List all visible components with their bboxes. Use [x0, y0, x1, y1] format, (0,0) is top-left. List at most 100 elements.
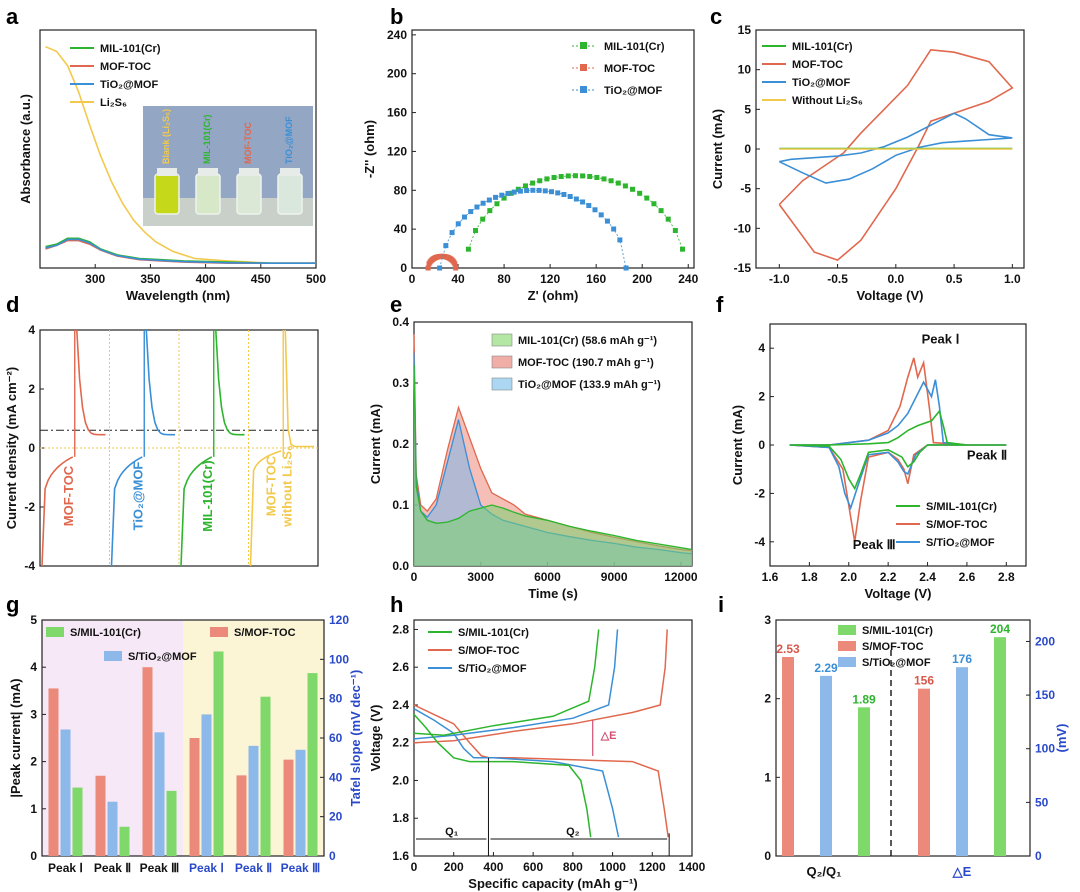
panel-b-point — [486, 197, 492, 203]
panel-h-ytick-label: 1.8 — [392, 811, 409, 825]
panel-b-point — [508, 190, 514, 196]
panel-b-legend-marker-2 — [580, 86, 587, 93]
panel-label-c: c — [710, 4, 722, 29]
panel-h-series-0 — [413, 704, 669, 838]
panel-a-ylabel: Absorbance (a.u.) — [18, 94, 33, 204]
panel-f-ytick-label: 2 — [758, 390, 765, 404]
panel-f-annotation-2: Peak Ⅲ — [853, 537, 896, 552]
panel-b-ytick-label: 0 — [400, 261, 407, 275]
panel-b-point — [487, 208, 493, 214]
panel-b-point — [623, 265, 629, 271]
panel-b-point — [580, 199, 586, 205]
panel-c-xtick-label: -0.5 — [827, 272, 848, 286]
panel-a-vial-cap-2 — [239, 168, 259, 176]
panel-h-xtick-label: 600 — [523, 860, 543, 874]
panel-h-xtick-label: 1400 — [679, 860, 706, 874]
panel-b-point — [644, 195, 650, 201]
panel-g-right-ytick-label: 20 — [329, 810, 343, 824]
panel-f-xtick-label: 2.4 — [919, 570, 936, 584]
panel-i-legend-2: S/TiO₂@MOF — [862, 657, 931, 669]
panel-b-point — [501, 195, 507, 201]
panel-b-point — [453, 265, 459, 271]
panel-d-ytick-label: -2 — [24, 500, 35, 514]
panel-d-pos-3 — [284, 329, 314, 448]
panel-i-bar-de — [994, 637, 1006, 856]
panel-c-ytick-label: 0 — [744, 142, 751, 156]
panel-b-legend-marker-1 — [580, 64, 587, 71]
panel-b-point — [493, 194, 499, 200]
panel-h-xtick-label: 1200 — [639, 860, 666, 874]
panel-b-point — [586, 203, 592, 209]
panel-g-right-ytick-label: 120 — [329, 613, 349, 627]
panel-label-g: g — [6, 592, 19, 617]
panel-h-ytick-label: 2.0 — [392, 773, 409, 787]
panel-b-point — [494, 201, 500, 207]
panel-c-xtick-label: 1.0 — [1004, 272, 1021, 286]
panel-g-ytick-label: 2 — [30, 755, 37, 769]
panel-g-legend-0: S/MIL-101(Cr) — [70, 627, 141, 639]
panel-h-ytick-label: 1.6 — [392, 849, 409, 863]
panel-b-xtick-label: 160 — [586, 272, 606, 286]
panel-a-xtick-label: 300 — [85, 272, 105, 286]
panel-c-ytick-label: -10 — [734, 221, 752, 235]
panel-i-frame — [775, 619, 1031, 857]
panel-g-legend-2: S/TiO₂@MOF — [128, 651, 197, 663]
panel-h-xlabel: Specific capacity (mAh g⁻¹) — [468, 876, 637, 891]
panel-h-xtick-label: 200 — [444, 860, 464, 874]
panel-b-point — [452, 261, 458, 267]
panel-d: -4 -2 0 2 4 MOF-TOC TiO₂@MOF MIL-101(Cr) MOF-TOC… — [4, 323, 319, 573]
panel-d-seg-label-3b: without Li₂S₆ — [279, 445, 294, 528]
panel-b-legend-2: TiO₂@MOF — [604, 85, 662, 97]
panel-e-xtick-label: 9000 — [601, 570, 628, 584]
panel-a-vial-2 — [236, 173, 262, 215]
panel-c-legend-2-label: TiO₂@MOF — [792, 77, 850, 89]
panel-b-point — [544, 176, 550, 182]
panel-g-bar — [154, 732, 165, 856]
panel-d-ytick-label: -4 — [24, 559, 35, 573]
panel-i-y2label: (mV) — [1054, 724, 1069, 753]
panel-e-legend-swatch-0 — [491, 333, 513, 347]
panel-b-xtick-label: 40 — [451, 272, 465, 286]
panel-g-bar — [213, 651, 224, 856]
panel-a-vial-cap-1 — [198, 168, 218, 176]
panel-b-fit-2 — [439, 189, 627, 269]
panel-e-xlabel: Time (s) — [528, 586, 578, 601]
panel-g-category-0: Peak Ⅰ — [48, 861, 83, 875]
panel-h-xtick-label: 0 — [411, 860, 418, 874]
panel-b-legend-marker-0 — [580, 42, 587, 49]
panel-g-bar — [142, 667, 153, 856]
panel-d-neg-2 — [180, 456, 213, 567]
panel-c-xtick-label: -1.0 — [769, 272, 790, 286]
panel-a-legend-0-label: MIL-101(Cr) — [100, 43, 161, 55]
panel-h-annotation-0: △E — [600, 730, 617, 742]
panel-b-xtick-label: 0 — [409, 272, 416, 286]
panel-h-ytick-label: 2.8 — [392, 622, 409, 636]
panel-d-seg-label-0: MOF-TOC — [61, 465, 76, 526]
panel-g-bar — [60, 729, 71, 856]
panel-g-legend-1: S/MOF-TOC — [234, 627, 296, 639]
panel-h: 0 200 400 600 800 1000 1200 1400 1.6 1.8 2.0 2.2 2.4… — [368, 619, 706, 891]
panel-b-point — [473, 227, 479, 233]
panel-a: 300 350 400 450 500 Wavelength (nm) Absorbance… — [18, 29, 326, 303]
panel-h-legend-1-label: S/MOF-TOC — [458, 645, 520, 657]
panel-h-annotation-1: Q₁ — [445, 826, 459, 838]
panel-a-xtick-label: 500 — [306, 272, 326, 286]
panel-h-legend-2-label: S/TiO₂@MOF — [458, 663, 527, 675]
panel-h-frame — [413, 619, 693, 857]
panel-f-xtick-label: 1.8 — [801, 570, 818, 584]
panel-h-ytick-label: 2.4 — [392, 698, 409, 712]
panel-a-series-3 — [45, 238, 316, 265]
panel-label-b: b — [390, 4, 403, 29]
panel-g-right-ytick-label: 60 — [329, 731, 343, 745]
panel-a-legend-3-label: Li₂S₆ — [100, 97, 127, 109]
panel-e-legend-swatch-1 — [491, 355, 513, 369]
panel-g-ytick-label: 0 — [30, 849, 37, 863]
panel-i-category-0: Q₂/Q₁ — [807, 864, 842, 879]
panel-d-ytick-label: 0 — [28, 441, 35, 455]
panel-b-point — [551, 175, 557, 181]
panel-f-series-2 — [789, 409, 1007, 491]
panel-b: 0 40 80 120 160 200 240 0 40 80 120 160 200 240 Z' (oh… — [362, 28, 699, 303]
panel-label-i: i — [718, 592, 724, 617]
panel-b-point — [542, 188, 548, 194]
panel-g-bar — [166, 790, 177, 856]
